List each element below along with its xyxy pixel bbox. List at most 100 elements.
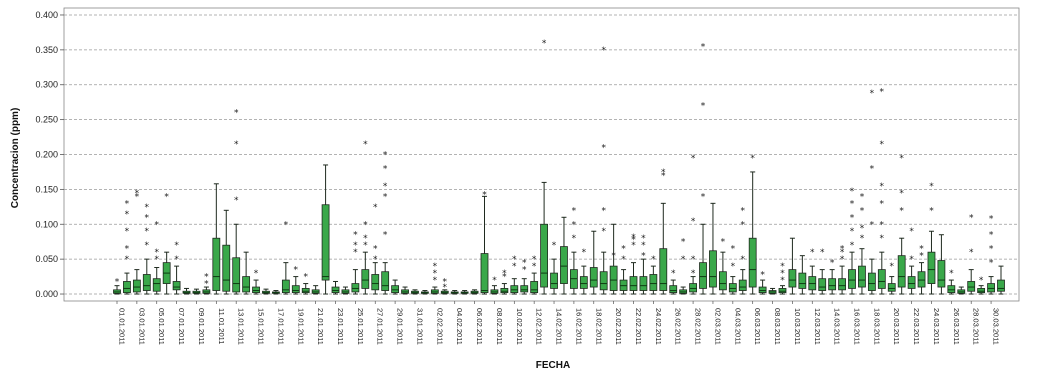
box-04.03.2011: ** (728, 245, 737, 295)
x-tick-label: 27.01.2011 (376, 308, 385, 345)
box-iqr (281, 279, 290, 294)
box-iqr (132, 279, 141, 293)
outlier-star: * (174, 241, 179, 251)
box-08.02.2011: * (490, 276, 499, 295)
x-tick-label: 08.02.2011 (495, 308, 504, 345)
outlier-star: * (154, 255, 159, 265)
x-tick-label: 18.02.2011 (594, 308, 603, 345)
outlier-star: * (294, 266, 299, 276)
box-17.03.2011: **** (858, 192, 866, 295)
outlier-star: * (850, 187, 855, 197)
box-31.03.2011 (997, 265, 1005, 295)
outlier-star: * (621, 245, 626, 255)
box-19.01.2011: * (291, 266, 300, 295)
y-tick-label: 0.200 (35, 150, 58, 160)
outlier-star: * (621, 255, 626, 265)
outlier-star: * (969, 213, 974, 223)
outlier-star: * (482, 190, 487, 200)
x-tick-label: 25.01.2011 (356, 308, 365, 345)
outlier-star: * (443, 277, 448, 287)
outlier-star: * (164, 192, 169, 202)
outlier-star: * (989, 259, 994, 269)
outlier-star: * (860, 192, 865, 202)
box-13.02.2011: * (540, 39, 549, 295)
box-21.01.2011 (311, 285, 320, 295)
outlier-star: * (353, 241, 358, 251)
box-31.01.2011 (411, 289, 419, 295)
outlier-star: * (363, 220, 368, 230)
y-tick-label: 0.400 (35, 10, 58, 20)
outlier-star: * (880, 88, 885, 98)
outlier-star: * (731, 245, 736, 255)
outlier-star: * (889, 262, 894, 272)
box-30.03.2011: * * * * (987, 215, 995, 295)
outlier-star: * (135, 192, 140, 202)
outlier-star: * (502, 269, 507, 279)
outlier-star: * (383, 164, 388, 174)
box-29.01.2011 (391, 279, 400, 295)
outlier-star: * (681, 238, 686, 248)
box-iqr (480, 253, 489, 294)
box-iqr (728, 283, 737, 293)
box-iqr (997, 279, 1005, 292)
box-06.02.2011 (470, 289, 479, 295)
box-iqr (937, 260, 946, 288)
box-iqr (927, 251, 936, 284)
box-22.03.2011: ** (907, 227, 916, 295)
x-tick-label: 09.01.2011 (197, 308, 206, 345)
outlier-star: * (532, 255, 537, 265)
box-iqr (540, 223, 549, 288)
y-tick-label: 0.100 (35, 219, 58, 229)
box-23.02.2011: *** (639, 234, 648, 295)
box-05.01.2011: *** (152, 220, 161, 295)
box-iqr (172, 281, 181, 291)
outlier-star: * (284, 220, 289, 230)
box-19.03.2011: * * * * * * (877, 88, 886, 295)
outlier-star: * (145, 241, 150, 251)
outlier-star: * (750, 154, 755, 164)
box-iqr (351, 283, 360, 293)
x-tick-label: 03.01.2011 (137, 308, 146, 345)
outlier-star: * (661, 168, 666, 178)
box-iqr (609, 265, 618, 291)
box-09.03.2011: *** (778, 262, 787, 295)
box-10.01.2011: ** (202, 273, 211, 295)
box-iqr (123, 281, 131, 294)
outlier-star: * (611, 252, 616, 262)
box-07.03.2011: * (758, 270, 767, 295)
outlier-star: * (880, 140, 885, 150)
outlier-star: * (601, 206, 606, 216)
outlier-star: * (145, 203, 150, 213)
outlier-star: * (860, 206, 865, 216)
x-tick-label: 26.03.2011 (952, 308, 961, 345)
outlier-star: * (850, 199, 855, 209)
box-02.02.2011: *** (430, 262, 439, 295)
outlier-star: * (363, 140, 368, 150)
outlier-star: * (880, 199, 885, 209)
box-11.01.2011 (212, 183, 221, 295)
box-07.01.2011: ** (172, 241, 181, 295)
box-15.02.2011 (560, 216, 568, 295)
box-12.02.2011: ** (530, 255, 539, 295)
box-iqr (391, 285, 400, 294)
outlier-star: * (780, 276, 785, 286)
box-26.01.2011: **** (361, 140, 370, 295)
outlier-star: * (830, 259, 835, 269)
box-28.02.2011: * * * * (689, 154, 697, 295)
box-20.01.2011: * (301, 273, 310, 295)
box-iqr (589, 267, 598, 288)
x-tick-label: 08.03.2011 (773, 308, 782, 345)
y-tick-label: 0.050 (35, 254, 58, 264)
outlier-star: * (919, 245, 924, 255)
y-axis-ticks: 0.000 0.050 0.100 0.150 0.200 0.250 0.300 0.350… (35, 10, 64, 299)
box-21.03.2011: * * * (897, 154, 906, 295)
outlier-star: * (880, 182, 885, 192)
outlier-star: * (880, 220, 885, 230)
box-iqr (649, 274, 658, 291)
box-iqr (361, 269, 370, 289)
outlier-star: * (899, 206, 904, 216)
outlier-star: * (383, 192, 388, 202)
outlier-star: * (542, 39, 547, 49)
box-23.03.2011: ** (917, 245, 926, 295)
